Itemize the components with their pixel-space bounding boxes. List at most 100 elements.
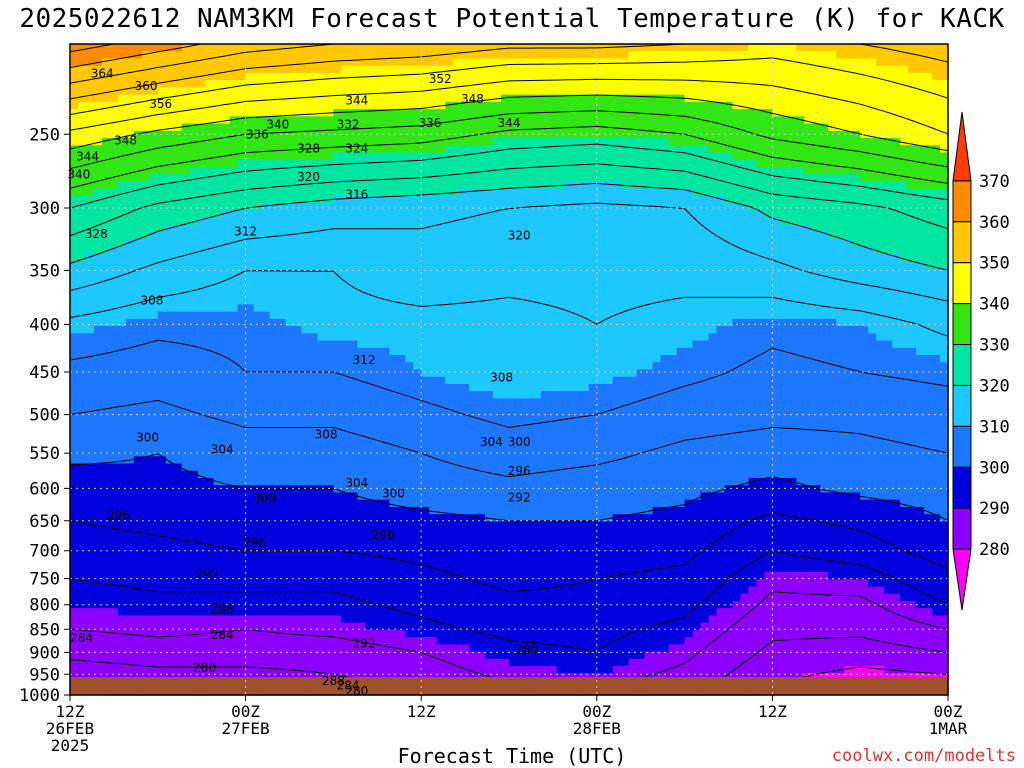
- field-cell: [772, 138, 781, 146]
- field-cell: [493, 253, 502, 262]
- field-cell: [429, 217, 438, 226]
- field-cell: [868, 87, 877, 96]
- field-cell: [764, 130, 773, 139]
- field-cell: [117, 304, 127, 313]
- field-cell: [660, 44, 670, 52]
- field-cell: [572, 318, 582, 327]
- field-cell: [469, 318, 478, 327]
- field-cell: [636, 116, 646, 125]
- field-cell: [788, 210, 797, 219]
- field-cell: [269, 369, 279, 378]
- field-cell: [125, 166, 135, 175]
- field-cell: [876, 239, 885, 248]
- field-cell: [876, 80, 885, 88]
- field-cell: [716, 152, 726, 161]
- field-cell: [317, 174, 327, 183]
- field-cell: [620, 232, 630, 240]
- field-cell: [668, 116, 678, 125]
- field-cell: [588, 109, 598, 117]
- field-cell: [493, 152, 502, 161]
- field-cell: [940, 94, 949, 103]
- field-cell: [788, 362, 797, 371]
- field-cell: [461, 246, 470, 255]
- field-cell: [788, 289, 797, 298]
- field-cell: [117, 51, 127, 60]
- field-cell: [509, 282, 518, 291]
- field-cell: [748, 51, 758, 60]
- field-cell: [836, 181, 845, 190]
- field-cell: [445, 138, 454, 146]
- field-cell: [229, 51, 239, 60]
- field-cell: [612, 174, 622, 183]
- field-cell: [237, 123, 247, 132]
- field-cell: [796, 239, 805, 248]
- field-cell: [796, 318, 805, 327]
- field-cell: [381, 87, 390, 96]
- field-cell: [884, 159, 893, 168]
- field-cell: [588, 347, 598, 356]
- field-cell: [269, 203, 279, 211]
- field-cell: [868, 101, 877, 110]
- field-cell: [149, 203, 159, 211]
- field-cell: [493, 232, 502, 240]
- field-cell: [309, 311, 319, 320]
- field-cell: [916, 65, 925, 74]
- field-cell: [596, 326, 606, 334]
- field-cell: [101, 268, 111, 277]
- field-cell: [261, 94, 271, 103]
- field-cell: [109, 80, 119, 88]
- field-cell: [421, 145, 430, 154]
- field-cell: [365, 87, 374, 96]
- field-cell: [644, 239, 654, 248]
- field-cell: [596, 253, 606, 262]
- field-cell: [884, 261, 893, 269]
- field-cell: [365, 369, 374, 378]
- field-cell: [501, 94, 510, 103]
- field-cell: [796, 311, 805, 320]
- field-cell: [796, 174, 805, 183]
- field-cell: [245, 253, 255, 262]
- field-cell: [796, 188, 805, 197]
- field-cell: [469, 116, 478, 125]
- field-cell: [564, 311, 574, 320]
- field-cell: [780, 87, 789, 96]
- field-cell: [756, 123, 766, 132]
- field-cell: [684, 195, 694, 204]
- field-cell: [157, 318, 167, 327]
- field-cell: [940, 224, 949, 233]
- field-cell: [620, 304, 630, 313]
- field-cell: [788, 224, 797, 233]
- field-cell: [477, 65, 486, 74]
- field-cell: [213, 318, 223, 327]
- field-cell: [516, 253, 526, 262]
- field-cell: [676, 145, 686, 154]
- field-cell: [724, 166, 734, 175]
- field-cell: [205, 268, 215, 277]
- field-cell: [940, 253, 949, 262]
- field-cell: [796, 210, 805, 219]
- field-cell: [317, 145, 327, 154]
- field-cell: [588, 58, 598, 67]
- field-cell: [932, 275, 941, 284]
- field-cell: [788, 123, 797, 132]
- field-cell: [125, 188, 135, 197]
- field-cell: [756, 51, 766, 60]
- field-cell: [429, 239, 438, 248]
- field-cell: [820, 65, 829, 74]
- field-cell: [564, 355, 574, 363]
- field-cell: [133, 159, 143, 168]
- field-cell: [461, 253, 470, 262]
- field-cell: [453, 224, 462, 233]
- field-cell: [117, 261, 127, 269]
- field-cell: [365, 58, 374, 67]
- field-cell: [149, 311, 159, 320]
- field-cell: [764, 109, 773, 117]
- field-cell: [189, 304, 199, 313]
- field-cell: [125, 72, 135, 81]
- field-cell: [692, 282, 702, 291]
- field-cell: [540, 94, 550, 103]
- field-cell: [373, 275, 382, 284]
- field-cell: [421, 188, 430, 197]
- field-cell: [852, 195, 861, 204]
- field-cell: [540, 304, 550, 313]
